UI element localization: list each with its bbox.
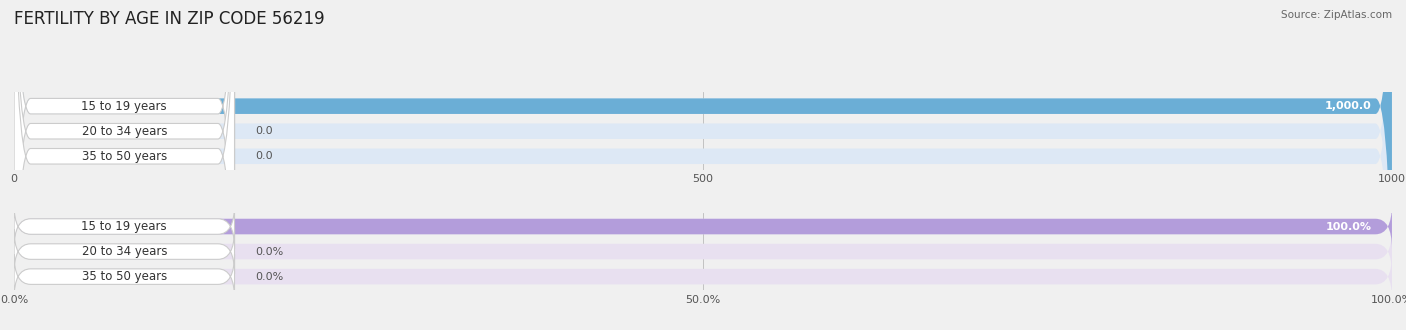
FancyBboxPatch shape (14, 0, 235, 330)
Text: Source: ZipAtlas.com: Source: ZipAtlas.com (1281, 10, 1392, 20)
FancyBboxPatch shape (14, 0, 1392, 330)
FancyBboxPatch shape (14, 0, 235, 330)
FancyBboxPatch shape (14, 229, 235, 274)
FancyBboxPatch shape (14, 0, 1392, 330)
Text: 0.0%: 0.0% (256, 272, 284, 281)
FancyBboxPatch shape (14, 0, 1392, 330)
Text: 0.0: 0.0 (256, 151, 273, 161)
FancyBboxPatch shape (14, 254, 1392, 299)
Text: 100.0%: 100.0% (1326, 221, 1371, 232)
Text: 0.0: 0.0 (256, 126, 273, 136)
FancyBboxPatch shape (14, 204, 1392, 249)
Text: FERTILITY BY AGE IN ZIP CODE 56219: FERTILITY BY AGE IN ZIP CODE 56219 (14, 10, 325, 28)
Text: 35 to 50 years: 35 to 50 years (82, 150, 167, 163)
Text: 15 to 19 years: 15 to 19 years (82, 100, 167, 113)
FancyBboxPatch shape (14, 229, 1392, 274)
Text: 15 to 19 years: 15 to 19 years (82, 220, 167, 233)
Text: 20 to 34 years: 20 to 34 years (82, 125, 167, 138)
FancyBboxPatch shape (14, 204, 1392, 249)
FancyBboxPatch shape (14, 0, 235, 330)
FancyBboxPatch shape (14, 254, 235, 299)
FancyBboxPatch shape (14, 204, 235, 249)
Text: 20 to 34 years: 20 to 34 years (82, 245, 167, 258)
Text: 35 to 50 years: 35 to 50 years (82, 270, 167, 283)
FancyBboxPatch shape (14, 0, 1392, 330)
Text: 1,000.0: 1,000.0 (1324, 101, 1371, 111)
Text: 0.0%: 0.0% (256, 247, 284, 257)
